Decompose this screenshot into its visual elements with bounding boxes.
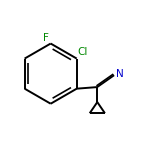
Text: F: F	[43, 33, 49, 43]
Text: Cl: Cl	[78, 47, 88, 57]
Text: N: N	[116, 69, 123, 79]
